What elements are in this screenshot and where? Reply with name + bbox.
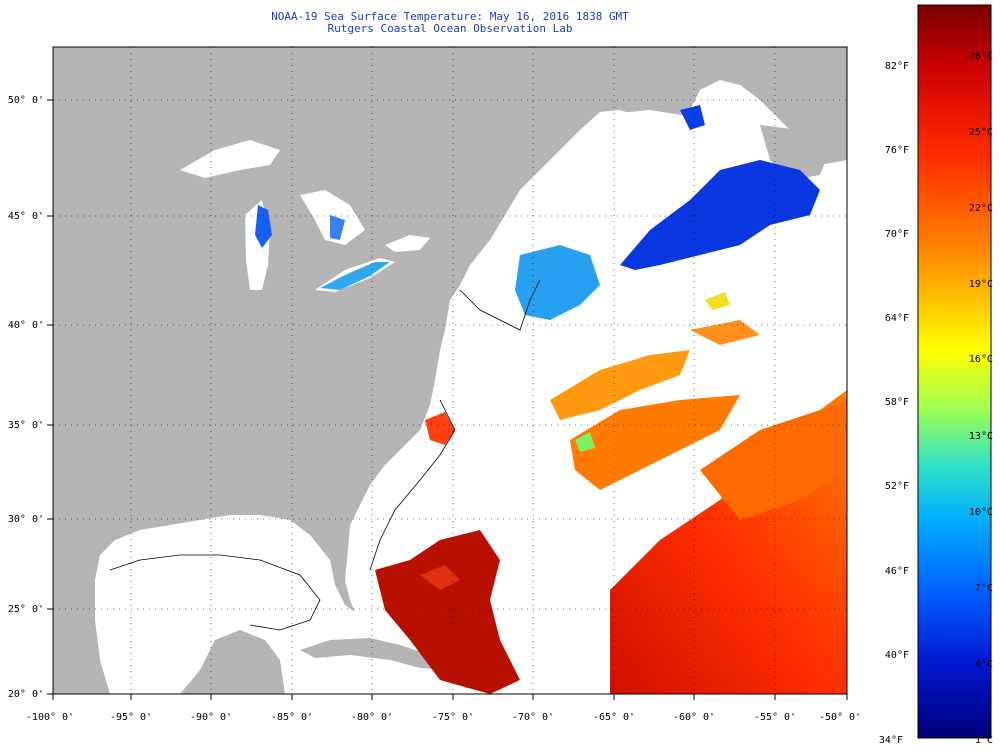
lon-label: -85° 0' bbox=[271, 712, 313, 723]
f-label: 40°F bbox=[885, 650, 909, 661]
c-label: 7°C bbox=[975, 583, 993, 594]
sst-florida-strait bbox=[420, 565, 460, 590]
sst-nova-scotia bbox=[620, 160, 820, 270]
longitude-labels: -100° 0' -95° 0' -90° 0' -85° 0' -80° 0'… bbox=[26, 712, 861, 723]
lat-label: 30° 0' bbox=[8, 514, 44, 525]
sst-bahamas bbox=[375, 530, 520, 694]
f-label: 64°F bbox=[885, 313, 909, 324]
sst-gulf-stream-mid bbox=[570, 395, 740, 490]
lon-label: -80° 0' bbox=[351, 712, 393, 723]
sst-gulf-stream-north bbox=[550, 350, 690, 420]
lon-label: -70° 0' bbox=[512, 712, 554, 723]
sst-offshore-yellow bbox=[705, 292, 730, 310]
map-subtitle: Rutgers Coastal Ocean Observation Lab bbox=[327, 22, 573, 35]
c-label: 25°C bbox=[969, 127, 993, 138]
f-label: 70°F bbox=[885, 229, 909, 240]
lat-label: 20° 0' bbox=[8, 689, 44, 700]
lon-label: -50° 0' bbox=[819, 712, 861, 723]
lon-label: -55° 0' bbox=[754, 712, 796, 723]
land-yucatan bbox=[180, 630, 285, 694]
lat-label: 50° 0' bbox=[8, 95, 44, 106]
c-label: 4°C bbox=[975, 659, 993, 670]
c-label: 22°C bbox=[969, 203, 993, 214]
lat-label: 45° 0' bbox=[8, 211, 44, 222]
f-label: 34°F bbox=[879, 735, 903, 746]
land-florida bbox=[330, 560, 355, 612]
gulf-contour bbox=[109, 554, 321, 631]
land-cuba bbox=[300, 638, 450, 670]
f-label: 76°F bbox=[885, 145, 909, 156]
graticule bbox=[53, 47, 847, 694]
lat-label: 40° 0' bbox=[8, 320, 44, 331]
map-title: NOAA-19 Sea Surface Temperature: May 16,… bbox=[271, 10, 629, 23]
c-label: 28°C bbox=[969, 51, 993, 62]
colorbar-fahrenheit-labels: 82°F 76°F 70°F 64°F 58°F 52°F 46°F 40°F … bbox=[879, 61, 909, 746]
lon-label: -90° 0' bbox=[190, 712, 232, 723]
lat-label: 35° 0' bbox=[8, 420, 44, 431]
lon-label: -100° 0' bbox=[26, 712, 74, 723]
c-label: 1°C bbox=[975, 735, 993, 746]
sst-offshore-orange bbox=[690, 320, 760, 345]
c-label: 13°C bbox=[969, 431, 993, 442]
lon-label: -65° 0' bbox=[593, 712, 635, 723]
f-label: 52°F bbox=[885, 481, 909, 492]
f-label: 46°F bbox=[885, 566, 909, 577]
sst-lake-erie bbox=[320, 262, 390, 290]
sst-newfoundland-bank bbox=[680, 105, 705, 130]
latitude-labels: 50° 0' 45° 0' 40° 0' 35° 0' 30° 0' 25° 0… bbox=[8, 95, 44, 700]
c-label: 19°C bbox=[969, 279, 993, 290]
c-label: 16°C bbox=[969, 354, 993, 365]
sst-sargasso-upper bbox=[700, 400, 847, 520]
sst-lake-michigan bbox=[255, 205, 272, 248]
lon-label: -95° 0' bbox=[110, 712, 152, 723]
tick-marks bbox=[47, 99, 848, 700]
gulf-st-lawrence bbox=[560, 110, 760, 195]
land-north-america bbox=[53, 47, 847, 694]
c-label: 10°C bbox=[969, 507, 993, 518]
sst-lake-huron bbox=[330, 215, 345, 240]
f-label: 82°F bbox=[885, 61, 909, 72]
colorbar bbox=[917, 4, 992, 739]
lon-label: -60° 0' bbox=[673, 712, 715, 723]
sst-offshore-green bbox=[575, 432, 595, 452]
colorbar-celsius-labels: 28°C 25°C 22°C 19°C 16°C 13°C 10°C 7°C 4… bbox=[969, 51, 993, 746]
lon-label: -75° 0' bbox=[432, 712, 474, 723]
f-label: 58°F bbox=[885, 397, 909, 408]
lake-ontario bbox=[385, 235, 430, 252]
sst-gulf-maine bbox=[515, 245, 600, 320]
lat-label: 25° 0' bbox=[8, 604, 44, 615]
lake-superior bbox=[180, 140, 280, 178]
sst-hatteras bbox=[425, 412, 455, 445]
map-frame bbox=[52, 46, 848, 695]
